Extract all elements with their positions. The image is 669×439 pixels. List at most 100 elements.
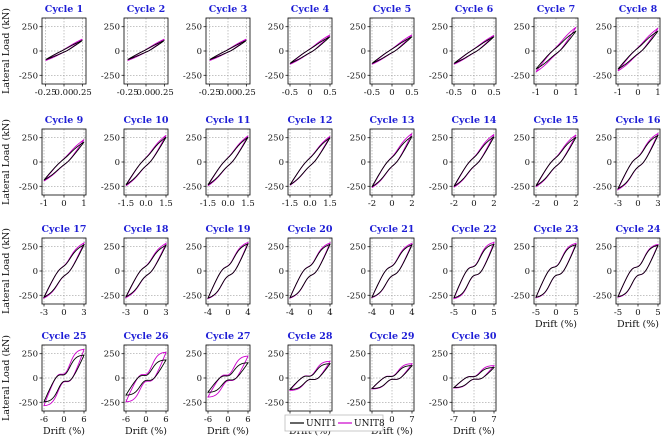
y-tick-label: -250 [511, 71, 530, 81]
series-unit1-curve [207, 136, 249, 186]
panel-title: Cycle 17 [41, 224, 86, 235]
x-tick-label: 2 [409, 199, 414, 209]
x-tick-label: -0.25 [199, 88, 221, 98]
series-unit1-curve [43, 354, 85, 403]
series-unit1-curve [452, 367, 496, 388]
series-unit1-curve [127, 40, 165, 60]
x-tick-label: 3 [163, 308, 168, 318]
x-tick-label: 0.5 [323, 88, 337, 98]
x-tick-label: 0.00 [219, 88, 238, 98]
x-tick-label: -0.25 [35, 88, 57, 98]
y-tick-label: 0 [443, 374, 448, 384]
panel-title: Cycle 21 [369, 224, 414, 235]
x-tick-label: 0 [389, 308, 394, 318]
panel-title: Cycle 25 [41, 331, 86, 342]
x-tick-label: 6 [163, 415, 168, 425]
y-tick-label: 250 [514, 134, 530, 144]
y-tick-label: 250 [432, 350, 448, 360]
panel-title: Cycle 16 [615, 115, 660, 126]
y-tick-label: -250 [429, 71, 448, 81]
panel-title: Cycle 14 [451, 115, 496, 126]
x-tick-label: -1.5 [118, 199, 134, 209]
series-unit1-curve [371, 244, 413, 298]
x-tick-label: 0 [471, 308, 476, 318]
y-tick-label: 0 [279, 158, 284, 168]
series-unit1-curve [207, 362, 249, 393]
panel-cycle-13: Cycle 13 -2 0 2 -250 0 250 [347, 115, 415, 209]
y-tick-label: 0 [33, 267, 38, 277]
x-tick-label: 0 [553, 88, 558, 98]
y-tick-label: 0 [361, 267, 366, 277]
x-tick-label: 0 [225, 308, 230, 318]
y-tick-label: 250 [22, 23, 38, 33]
x-tick-label: -2 [368, 199, 376, 209]
x-tick-label: -3 [40, 308, 48, 318]
y-tick-label: -250 [347, 291, 366, 301]
y-tick-label: 250 [514, 243, 530, 253]
y-tick-label: 250 [268, 23, 284, 33]
y-tick-label: -250 [429, 182, 448, 192]
x-tick-label: 6 [245, 415, 250, 425]
series-unit1-curve [209, 40, 247, 60]
panel-cycle-6: Cycle 6 -0.5 0 0.5 -250 0 250 [429, 4, 501, 98]
panel-title: Cycle 29 [369, 331, 414, 342]
y-tick-label: 250 [268, 350, 284, 360]
legend-label-unit1: UNIT1 [306, 419, 337, 429]
y-tick-label: 0 [443, 158, 448, 168]
x-tick-label: -6 [40, 415, 48, 425]
y-tick-label: 250 [104, 350, 120, 360]
y-tick-label: -250 [101, 71, 120, 81]
y-tick-label: 0 [279, 47, 284, 57]
x-tick-label: 1 [655, 88, 660, 98]
y-tick-label: 250 [186, 350, 202, 360]
panel-title: Cycle 26 [123, 331, 168, 342]
series-unit1-curve [535, 30, 577, 70]
y-tick-label: -250 [593, 291, 612, 301]
y-tick-label: 0 [361, 374, 366, 384]
x-tick-label: 0 [389, 415, 394, 425]
series-unit1-curve [288, 363, 331, 390]
y-tick-label: -250 [101, 182, 120, 192]
panel-title: Cycle 28 [287, 331, 332, 342]
y-tick-label: -250 [429, 398, 448, 408]
panel-cycle-24: Cycle 24 -5 0 5 -250 0 250 Drift (%) [593, 224, 661, 330]
series-unit1-curve [289, 36, 331, 64]
panel-title: Cycle 2 [127, 4, 165, 15]
y-tick-label: 250 [350, 350, 366, 360]
x-tick-label: 0 [635, 308, 640, 318]
x-tick-label: 0.0 [139, 199, 153, 209]
y-tick-label: 250 [186, 243, 202, 253]
y-axis-label: Lateral Load (kN) [1, 335, 12, 421]
x-tick-label: -1 [40, 199, 48, 209]
x-tick-label: -6 [122, 415, 130, 425]
y-tick-label: -250 [347, 71, 366, 81]
x-tick-label: -5 [450, 308, 458, 318]
y-tick-label: 250 [268, 134, 284, 144]
x-tick-label: 0.0 [221, 199, 235, 209]
x-tick-label: 0.00 [137, 88, 156, 98]
panel-title: Cycle 4 [291, 4, 330, 15]
y-tick-label: 0 [33, 374, 38, 384]
panel-title: Cycle 20 [287, 224, 332, 235]
panel-cycle-17: Cycle 17 -3 0 3 -250 0 250 Lateral Load (kN) [1, 224, 87, 318]
x-tick-label: 0 [61, 199, 66, 209]
series-unit1-curve [371, 36, 413, 64]
x-tick-label: 4 [409, 308, 414, 318]
y-tick-label: 250 [22, 350, 38, 360]
y-tick-label: 0 [33, 158, 38, 168]
x-tick-label: -3 [614, 199, 622, 209]
panel-title: Cycle 18 [123, 224, 168, 235]
series-unit8-curve [125, 351, 167, 403]
x-tick-label: 0 [389, 199, 394, 209]
series-unit1-curve [45, 40, 83, 60]
panel-cycle-7: Cycle 7 -1 0 1 -250 0 250 [511, 4, 579, 98]
legend-label-unit8: UNIT8 [354, 419, 385, 429]
x-tick-label: -5 [614, 308, 622, 318]
panel-cycle-27: Cycle 27 -6 0 6 -250 0 250 Drift (%) [183, 331, 251, 437]
y-tick-label: 0 [115, 267, 120, 277]
series-unit1-curve [207, 243, 249, 299]
panel-cycle-18: Cycle 18 -3 0 3 -250 0 250 [101, 224, 169, 318]
panel-title: Cycle 9 [45, 115, 84, 126]
y-tick-label: 250 [186, 23, 202, 33]
panel-title: Cycle 13 [369, 115, 414, 126]
